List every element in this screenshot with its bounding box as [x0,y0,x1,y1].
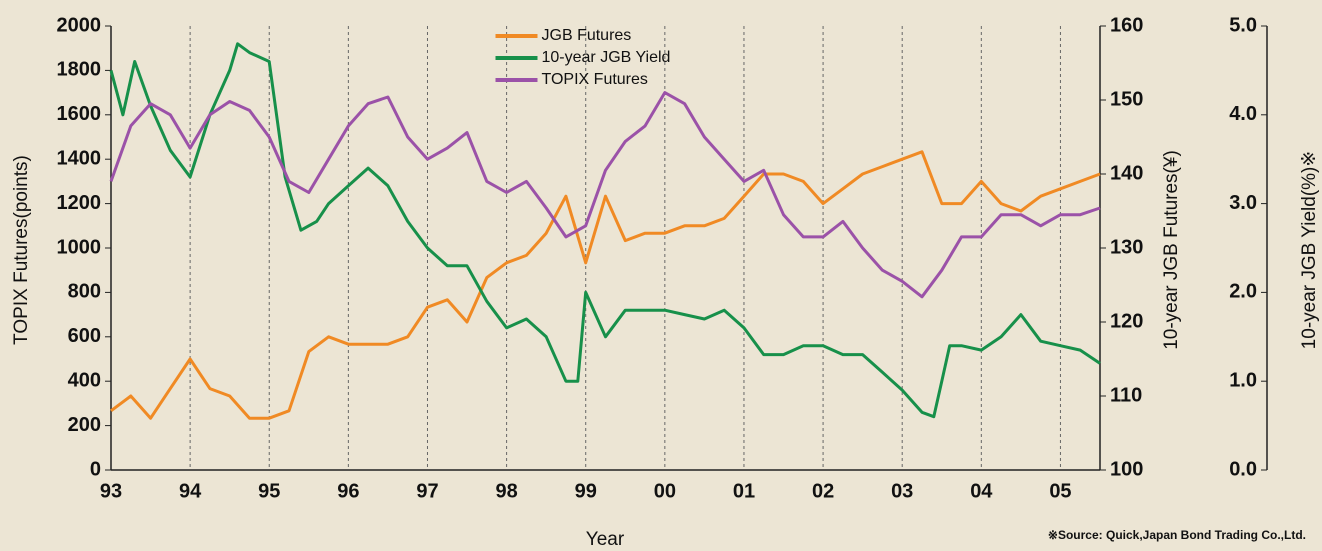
x-tick-label: 96 [337,480,359,502]
y-tick-label: 1400 [57,147,102,169]
y-tick-label: 1600 [57,103,102,125]
legend-label: JGB Futures [542,27,632,44]
y2-tick-label: 100 [1110,458,1143,480]
x-tick-label: 94 [179,480,202,502]
y-tick-label: 600 [68,325,101,347]
x-tick-label: 99 [575,480,597,502]
y-axis-title: TOPIX Futures(points) [11,155,32,345]
x-tick-label: 01 [733,480,755,502]
x-tick-label: 93 [100,480,122,502]
y2-tick-label: 130 [1110,236,1143,258]
y2-tick-label: 110 [1110,384,1142,406]
y3-tick-label: 0.0 [1229,458,1257,480]
y-tick-label: 800 [68,281,101,303]
legend-label: 10-year JGB Yield [542,49,671,66]
y-tick-label: 0 [90,458,101,480]
x-tick-label: 97 [416,480,438,502]
x-tick-label: 04 [970,480,993,502]
y-tick-label: 1200 [57,192,102,214]
y2-tick-label: 160 [1110,14,1143,36]
y-tick-label: 2000 [57,14,102,36]
y2-tick-label: 140 [1110,162,1143,184]
y-tick-label: 400 [68,369,101,391]
y3-tick-label: 5.0 [1229,14,1257,36]
y3-tick-label: 1.0 [1229,369,1257,391]
y-tick-label: 1800 [57,59,102,81]
x-tick-label: 02 [812,480,834,502]
x-tick-label: 00 [654,480,676,502]
x-tick-label: 95 [258,480,280,502]
series-line [110,150,1101,420]
y2-tick-label: 150 [1110,88,1143,110]
series-line [109,42,1101,419]
source-note: ※Source: Quick,Japan Bond Trading Co.,Lt… [1048,528,1306,542]
y3-tick-label: 2.0 [1229,281,1257,303]
y3-tick-label: 3.0 [1229,192,1257,214]
legend-label: TOPIX Futures [542,71,648,88]
y-tick-label: 1000 [57,236,102,258]
x-axis-title: Year [586,529,625,550]
y-tick-label: 200 [68,414,101,436]
x-tick-label: 03 [891,480,913,502]
y3-tick-label: 4.0 [1229,103,1257,125]
y2-tick-label: 120 [1110,310,1143,332]
x-tick-label: 05 [1049,480,1071,502]
x-tick-label: 98 [495,480,517,502]
y2-axis-title: 10-year JGB Futures(¥) [1161,150,1182,350]
y3-axis-title: 10-year JGB Yield(%)※ [1299,151,1320,350]
series-line [109,91,1101,299]
